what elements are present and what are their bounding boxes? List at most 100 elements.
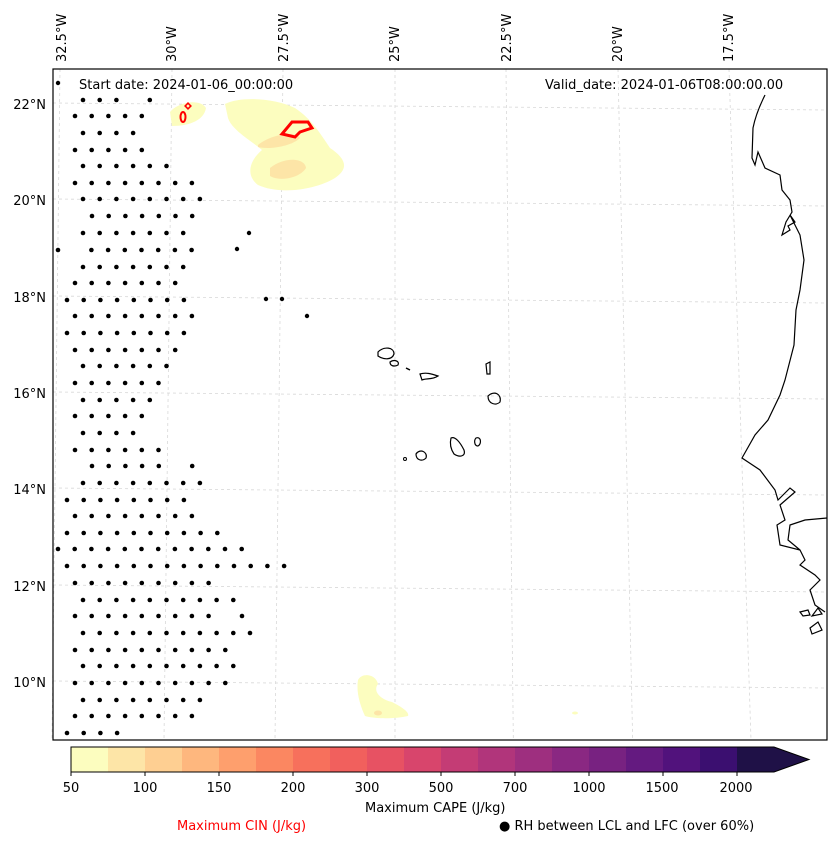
- rh-stipple-dot: [181, 497, 187, 503]
- rh-stipple-dot: [89, 380, 94, 386]
- rh-stipple-dot: [89, 180, 94, 186]
- rh-stipple-dot: [114, 597, 119, 603]
- rh-stipple-dot: [181, 563, 187, 569]
- rh-stipple-dot: [114, 530, 120, 536]
- rh-stipple-dot: [89, 413, 94, 419]
- gridlines: [51, 68, 828, 741]
- rh-stipple-dot: [72, 113, 78, 119]
- rh-stipple-dot: [189, 647, 195, 653]
- rh-stipple-dot: [89, 647, 94, 653]
- cin-contour-northwest: [184, 102, 192, 110]
- rh-stipple-dot: [172, 613, 178, 619]
- rh-stipple-dot: [130, 597, 136, 603]
- rh-stipple-dot: [55, 546, 61, 552]
- rh-stipple-dot: [139, 380, 145, 386]
- rh-stipple-dot: [72, 613, 78, 619]
- rh-stipple-dot: [131, 530, 137, 536]
- rh-stipple-layer: [55, 80, 310, 736]
- rh-stipple-dot: [231, 563, 237, 569]
- rh-stipple-dot: [97, 163, 102, 169]
- rh-stipple-dot: [223, 647, 228, 653]
- rh-stipple-dot: [89, 213, 95, 219]
- rh-stipple-dot: [114, 297, 120, 303]
- rh-stipple-dot: [81, 563, 86, 569]
- rh-stipple-dot: [80, 363, 86, 369]
- rh-stipple-dot: [222, 546, 228, 552]
- rh-stipple-dot: [139, 513, 145, 519]
- cin-legend-label: Maximum CIN (J/kg): [177, 819, 307, 834]
- rh-stipple-dot: [164, 264, 169, 270]
- rh-stipple-dot: [263, 296, 269, 302]
- rh-stipple-dot: [172, 580, 178, 586]
- rh-stipple-dot: [130, 480, 136, 486]
- rh-stipple-dot: [197, 663, 203, 669]
- rh-stipple-dot: [114, 430, 119, 436]
- parallel-line: [52, 391, 828, 400]
- rh-stipple-dot: [72, 647, 78, 653]
- rh-stipple-dot: [106, 580, 111, 586]
- rh-stipple-dot: [206, 580, 211, 586]
- island-coastline: [403, 457, 407, 461]
- rh-stipple-dot: [156, 513, 161, 519]
- rh-stipple-dot: [156, 380, 161, 386]
- cape-region-northwest: [170, 102, 206, 126]
- rh-stipple-dot: [139, 580, 145, 586]
- rh-stipple-dot: [122, 613, 128, 619]
- rh-stipple-dot: [197, 697, 203, 703]
- rh-stipple-dot: [97, 597, 102, 603]
- rh-stipple-dot: [155, 247, 161, 253]
- rh-stipple-dot: [89, 247, 94, 253]
- rh-stipple-dot: [206, 647, 211, 653]
- rh-stipple-dot: [246, 230, 252, 236]
- rh-stipple-dot: [189, 546, 194, 552]
- rh-stipple-dot: [72, 546, 77, 552]
- rh-stipple-dot: [81, 530, 86, 536]
- parallel-line: [52, 198, 828, 207]
- rh-stipple-dot: [164, 630, 169, 636]
- rh-stipple-dot: [114, 663, 119, 669]
- rh-stipple-dot: [155, 546, 161, 552]
- rh-stipple-dot: [114, 97, 119, 103]
- rh-stipple-dot: [231, 630, 236, 636]
- colorbar-tick-label: 500: [428, 781, 454, 796]
- rh-stipple-dot: [122, 113, 128, 119]
- colorbar-tick-label: 1500: [645, 781, 679, 796]
- rh-stipple-dot: [106, 613, 111, 619]
- rh-stipple-dot: [172, 280, 178, 286]
- rh-stipple-dot: [64, 297, 70, 303]
- island-coastline: [449, 437, 465, 457]
- rh-stipple-dot: [89, 513, 94, 519]
- rh-stipple-dot: [122, 380, 128, 386]
- rh-stipple-dot: [231, 597, 236, 603]
- rh-stipple-dot: [139, 447, 145, 453]
- bijagos-islands-coastline: [798, 606, 823, 635]
- rh-stipple-dot: [72, 313, 78, 319]
- rh-stipple-dot: [139, 546, 144, 552]
- rh-stipple-dot: [164, 297, 170, 303]
- rh-stipple-dot: [114, 563, 120, 569]
- rh-stipple-dot: [80, 230, 86, 236]
- rh-stipple-dot: [139, 280, 145, 286]
- rh-stipple-dot: [64, 497, 70, 503]
- rh-stipple-dot: [97, 264, 102, 270]
- rh-stipple-dot: [214, 630, 219, 636]
- rh-stipple-dot: [189, 180, 195, 186]
- colorbar-segment: [256, 747, 294, 772]
- rh-stipple-dot: [180, 196, 186, 202]
- rh-stipple-dot: [106, 413, 111, 419]
- rh-stipple-dot: [97, 97, 102, 103]
- rh-stipple-dot: [122, 647, 128, 653]
- rh-stipple-dot: [114, 230, 119, 236]
- rh-stipple-dot: [189, 463, 195, 469]
- rh-stipple-dot: [97, 630, 102, 636]
- rh-stipple-dot: [81, 297, 86, 303]
- rh-stipple-dot: [80, 430, 86, 436]
- lon-tick-label: 27.5°W: [277, 13, 292, 62]
- rh-stipple-dot: [130, 230, 136, 236]
- rh-stipple-dot: [122, 180, 128, 186]
- rh-stipple-dot: [197, 196, 203, 202]
- island-coastline: [419, 372, 440, 381]
- rh-stipple-dot: [122, 513, 128, 519]
- rh-stipple-dot: [147, 697, 153, 703]
- colorbar-segment: [626, 747, 664, 772]
